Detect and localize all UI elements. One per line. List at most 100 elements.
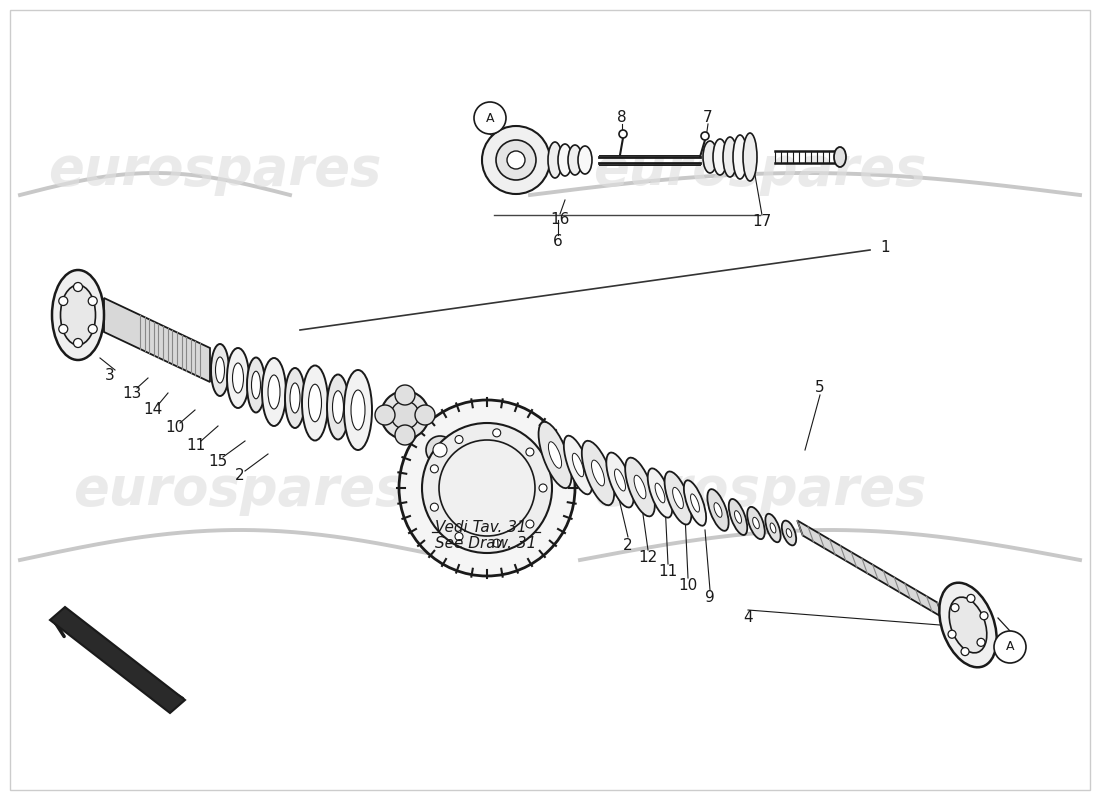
Circle shape <box>967 594 975 602</box>
Text: A: A <box>486 111 494 125</box>
Ellipse shape <box>252 371 261 398</box>
Ellipse shape <box>578 146 592 174</box>
Ellipse shape <box>332 390 343 423</box>
Text: eurospares: eurospares <box>593 464 926 516</box>
Ellipse shape <box>539 422 571 488</box>
Text: 6: 6 <box>553 234 563 250</box>
Circle shape <box>482 126 550 194</box>
Circle shape <box>468 473 482 487</box>
Ellipse shape <box>290 383 300 413</box>
Circle shape <box>493 429 500 437</box>
Ellipse shape <box>285 368 305 428</box>
Text: 4: 4 <box>744 610 752 626</box>
Circle shape <box>88 297 97 306</box>
Circle shape <box>952 604 959 612</box>
Circle shape <box>88 325 97 334</box>
Ellipse shape <box>664 471 692 525</box>
Ellipse shape <box>634 475 646 498</box>
Circle shape <box>455 435 463 443</box>
Circle shape <box>422 423 552 553</box>
Ellipse shape <box>227 348 249 408</box>
Text: 10: 10 <box>165 421 185 435</box>
Ellipse shape <box>351 390 365 430</box>
Circle shape <box>701 132 710 140</box>
Text: 11: 11 <box>186 438 206 454</box>
Ellipse shape <box>548 142 562 178</box>
Circle shape <box>449 459 468 477</box>
Ellipse shape <box>672 487 683 509</box>
Ellipse shape <box>216 357 224 383</box>
Ellipse shape <box>248 358 265 413</box>
Ellipse shape <box>733 135 747 179</box>
Circle shape <box>375 405 395 425</box>
Ellipse shape <box>782 521 796 546</box>
Ellipse shape <box>606 453 634 507</box>
Ellipse shape <box>262 358 286 426</box>
Text: 9: 9 <box>705 590 715 606</box>
Text: eurospares: eurospares <box>74 464 407 516</box>
Circle shape <box>439 440 535 536</box>
Circle shape <box>977 638 985 646</box>
Circle shape <box>433 443 447 457</box>
Polygon shape <box>798 521 943 618</box>
Circle shape <box>539 484 547 492</box>
Text: 1: 1 <box>880 239 890 254</box>
Ellipse shape <box>735 510 741 523</box>
Text: 2: 2 <box>235 469 245 483</box>
Text: 12: 12 <box>638 550 658 566</box>
Circle shape <box>58 325 68 334</box>
Circle shape <box>526 520 534 528</box>
Text: A: A <box>1005 641 1014 654</box>
Text: 5: 5 <box>815 381 825 395</box>
Ellipse shape <box>723 137 737 177</box>
Ellipse shape <box>211 344 229 396</box>
Polygon shape <box>50 607 185 713</box>
Polygon shape <box>104 298 210 382</box>
Ellipse shape <box>558 144 572 176</box>
Ellipse shape <box>707 489 728 531</box>
Circle shape <box>58 297 68 306</box>
Ellipse shape <box>949 597 987 653</box>
Ellipse shape <box>648 468 672 518</box>
Ellipse shape <box>834 147 846 167</box>
Ellipse shape <box>615 469 626 491</box>
Circle shape <box>390 401 419 429</box>
Text: 15: 15 <box>208 454 228 470</box>
Circle shape <box>74 282 82 291</box>
Circle shape <box>395 425 415 445</box>
Ellipse shape <box>729 499 747 535</box>
Ellipse shape <box>582 441 614 506</box>
Ellipse shape <box>327 374 349 439</box>
Text: 16: 16 <box>550 213 570 227</box>
Ellipse shape <box>770 523 776 533</box>
Ellipse shape <box>747 507 764 539</box>
Text: 14: 14 <box>143 402 163 418</box>
Ellipse shape <box>714 502 722 518</box>
Text: 17: 17 <box>752 214 771 230</box>
Ellipse shape <box>742 133 757 181</box>
Ellipse shape <box>752 518 759 529</box>
Text: 11: 11 <box>659 565 678 579</box>
Circle shape <box>961 647 969 655</box>
Ellipse shape <box>592 460 605 486</box>
Circle shape <box>399 400 575 576</box>
Text: eurospares: eurospares <box>48 144 382 196</box>
Ellipse shape <box>703 141 717 173</box>
Text: eurospares: eurospares <box>593 144 926 196</box>
Circle shape <box>496 140 536 180</box>
Ellipse shape <box>625 458 654 516</box>
Circle shape <box>493 539 500 547</box>
Ellipse shape <box>308 384 321 422</box>
Ellipse shape <box>232 363 243 393</box>
Circle shape <box>395 385 415 405</box>
Ellipse shape <box>568 145 582 175</box>
Text: See Draw. 31: See Draw. 31 <box>434 535 537 550</box>
Ellipse shape <box>572 454 584 477</box>
Ellipse shape <box>60 285 96 345</box>
Circle shape <box>526 448 534 456</box>
Ellipse shape <box>684 480 706 526</box>
Ellipse shape <box>939 582 997 667</box>
Text: 10: 10 <box>679 578 697 594</box>
Ellipse shape <box>52 270 104 360</box>
Circle shape <box>74 338 82 347</box>
